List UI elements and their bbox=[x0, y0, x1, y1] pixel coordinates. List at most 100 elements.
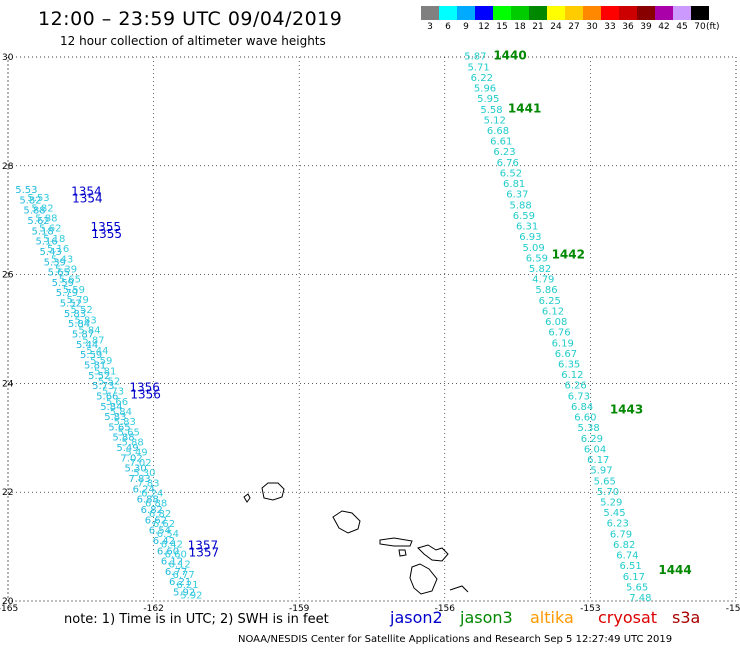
island-lanai bbox=[398, 549, 407, 557]
swh-observation: 5.12 bbox=[484, 115, 506, 126]
scale-swatch bbox=[583, 6, 601, 20]
time-label: 1356 bbox=[129, 381, 160, 395]
swh-observation: 6.23 bbox=[607, 519, 629, 530]
swh-observation: 5.86 bbox=[535, 285, 557, 296]
legend-jason2: jason2 bbox=[390, 608, 443, 627]
scale-label: 70 bbox=[694, 22, 706, 32]
swh-observation: 7.48 bbox=[629, 593, 651, 604]
swh-observation: 5.43 bbox=[40, 247, 62, 258]
swh-observation: 5.39 bbox=[44, 257, 66, 268]
swh-observation: 6.23 bbox=[493, 147, 515, 158]
scale-label: 24 bbox=[550, 22, 562, 32]
swh-observation: 6.52 bbox=[500, 168, 522, 179]
swh-observation: 5.30 bbox=[124, 464, 146, 475]
swh-observation: 5.66 bbox=[96, 391, 118, 402]
credit-line: NOAA/NESDIS Center for Satellite Applica… bbox=[238, 634, 673, 645]
swh-observation: 5.18 bbox=[43, 234, 65, 245]
swh-observation: 5.79 bbox=[56, 288, 78, 299]
swh-observation: 6.12 bbox=[169, 560, 191, 571]
swh-observation: 5.84 bbox=[78, 326, 100, 337]
page-title: 12:00 – 23:59 UTC 09/04/2019 bbox=[38, 8, 343, 30]
swh-observation: 4.79 bbox=[532, 275, 554, 286]
time-label: 1441 bbox=[508, 101, 541, 115]
island-hawaii bbox=[409, 563, 438, 595]
swh-observation: 6.17 bbox=[623, 572, 645, 583]
swh-observation: 6.51 bbox=[620, 561, 642, 572]
swh-observation: 5.81 bbox=[84, 360, 106, 371]
scale-swatch bbox=[439, 6, 457, 20]
island-molokai bbox=[379, 537, 413, 547]
scale-label: 36 bbox=[622, 22, 634, 32]
island-maui bbox=[417, 544, 449, 562]
legend-altika: altika bbox=[530, 608, 574, 627]
swh-observation: 5.79 bbox=[67, 295, 89, 306]
swh-observation: 5.52 bbox=[88, 371, 110, 382]
swh-observation: 6.82 bbox=[149, 509, 171, 520]
swh-observation: 6.68 bbox=[487, 126, 509, 137]
swh-observation: 6.88 bbox=[137, 495, 159, 506]
time-label: 1444 bbox=[658, 563, 691, 577]
swh-observation: 5.92 bbox=[180, 590, 202, 601]
swh-observation: 5.84 bbox=[110, 407, 132, 418]
swh-observation: 5.87 bbox=[82, 336, 104, 347]
swh-observation: 6.59 bbox=[526, 253, 548, 264]
swh-observation: 5.65 bbox=[594, 476, 616, 487]
jason3-track: 5.875.716.225.965.955.585.126.686.616.23… bbox=[464, 52, 651, 604]
swh-observation: 6.93 bbox=[519, 232, 541, 243]
swh-observation: 5.43 bbox=[51, 254, 73, 265]
time-label: 1443 bbox=[610, 402, 643, 416]
swh-observation: 6.60 bbox=[157, 546, 179, 557]
swh-observation: 5.44 bbox=[86, 346, 108, 357]
swh-observation: 5.88 bbox=[35, 214, 57, 225]
swh-observation: 6.84 bbox=[571, 402, 593, 413]
swh-observation: 5.71 bbox=[467, 62, 489, 73]
swh-observation: 5.65 bbox=[626, 582, 648, 593]
swh-observation: 6.74 bbox=[616, 551, 638, 562]
swh-observation: 5.81 bbox=[94, 366, 116, 377]
swh-observation: 5.84 bbox=[100, 402, 122, 413]
swh-observation: 5.82 bbox=[19, 195, 41, 206]
scale-label: 12 bbox=[478, 22, 490, 32]
note-text: note: 1) Time is in UTC; 2) SWH is in fe… bbox=[64, 612, 329, 627]
swh-observation: 5.52 bbox=[60, 299, 82, 310]
scale-swatch bbox=[457, 6, 475, 20]
swh-observation: 6.77 bbox=[172, 570, 194, 581]
swh-observation: 5.88 bbox=[23, 206, 45, 217]
swh-observation: 5.58 bbox=[480, 105, 502, 116]
swh-observation: 5.83 bbox=[114, 417, 136, 428]
swh-observation: 5.49 bbox=[116, 443, 138, 454]
swh-observation: 5.09 bbox=[522, 243, 544, 254]
lon-tick-label: -156 bbox=[435, 604, 456, 614]
swh-observation: 6.37 bbox=[506, 190, 528, 201]
swh-observation: 6.54 bbox=[157, 529, 179, 540]
hawaii-coastline bbox=[243, 482, 469, 595]
jason2-track: 5.535.825.885.625.185.165.435.395.655.59… bbox=[15, 185, 202, 601]
swh-observation: 6.88 bbox=[145, 499, 167, 510]
swh-observation: 6.12 bbox=[542, 306, 564, 317]
swh-observation: 5.30 bbox=[133, 468, 155, 479]
scale-swatch bbox=[529, 6, 547, 20]
swh-observation: 5.52 bbox=[71, 305, 93, 316]
swh-observation: 6.29 bbox=[581, 434, 603, 445]
island-niihau bbox=[243, 493, 251, 503]
scale-swatch bbox=[619, 6, 637, 20]
legend-cryosat: cryosat bbox=[598, 608, 658, 627]
swh-observation: 7.02 bbox=[120, 453, 142, 464]
map-grid bbox=[7, 56, 737, 602]
swh-observation: 6.08 bbox=[545, 317, 567, 328]
swh-observation: 6.76 bbox=[497, 158, 519, 169]
scale-swatch bbox=[601, 6, 619, 20]
swh-observation: 5.73 bbox=[102, 387, 124, 398]
swh-observation: 5.59 bbox=[63, 285, 85, 296]
swh-observation: 6.25 bbox=[539, 296, 561, 307]
swh-observation: 6.79 bbox=[610, 529, 632, 540]
lon-tick-label: -162 bbox=[143, 604, 163, 614]
swh-observation: 5.92 bbox=[173, 588, 195, 599]
time-label: 1442 bbox=[552, 247, 585, 261]
scale-label: 33 bbox=[604, 22, 616, 32]
swh-observation: 6.77 bbox=[165, 567, 187, 578]
swh-observation: 5.97 bbox=[590, 466, 612, 477]
swh-observation: 5.87 bbox=[72, 330, 94, 341]
